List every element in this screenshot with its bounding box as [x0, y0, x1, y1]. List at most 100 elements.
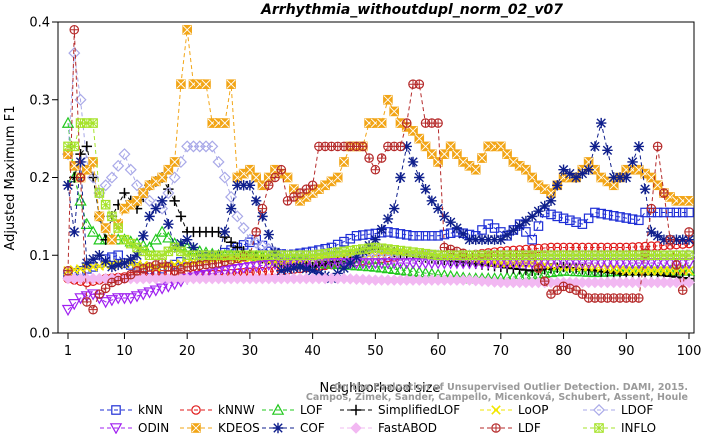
point-lof-k5 — [86, 225, 100, 237]
point-lof-k50 — [369, 260, 382, 272]
point-ldof-k10 — [118, 148, 131, 161]
point-inflo-k52 — [383, 244, 393, 254]
point-ldf-k37 — [289, 192, 299, 202]
point-cof-k28 — [232, 180, 243, 191]
point-fastabod-k100 — [683, 276, 695, 289]
point-knn-k88 — [608, 211, 619, 221]
point-cof-k38 — [294, 261, 306, 273]
point-odin-k30 — [243, 262, 257, 274]
point-ldf-k38 — [295, 188, 305, 198]
point-cof-k3 — [75, 156, 86, 168]
point-kdeos-k53 — [389, 106, 399, 117]
x-tick-label-70: 70 — [493, 344, 510, 359]
point-kdeos-k67 — [477, 153, 487, 163]
point-ldf-k54 — [395, 141, 406, 152]
point-cof-k80 — [558, 164, 569, 175]
legend-marker-lof — [271, 403, 285, 415]
point-cof-k10 — [119, 257, 130, 269]
point-ldf-k32 — [257, 203, 268, 214]
point-knn-k61 — [439, 229, 450, 240]
point-odin-k42 — [318, 258, 332, 270]
point-odin-k8 — [105, 295, 119, 307]
point-cof-k27 — [225, 203, 237, 214]
legend-item-loop: LoOP — [480, 403, 549, 417]
legend-marker-fastabod — [350, 422, 362, 434]
point-kdeos-k15 — [151, 176, 161, 187]
point-simplifiedlof-k27 — [225, 237, 237, 248]
legend-item-knnw: kNNW — [180, 403, 255, 417]
point-ldof-k27 — [225, 190, 238, 203]
point-knn-k56 — [408, 231, 418, 241]
point-kdeos-k44 — [332, 172, 343, 183]
point-cof-k70 — [495, 234, 507, 245]
point-knn-k58 — [420, 231, 431, 241]
point-cof-k11 — [125, 253, 136, 265]
point-simplifiedlof-k18 — [169, 195, 180, 207]
legend-label-ldf: LDF — [518, 421, 541, 434]
point-ldof-k25 — [212, 155, 225, 168]
legend-label-odin: ODIN — [138, 421, 169, 434]
legend-item-ldf: LDF — [480, 421, 541, 434]
point-knn-k100 — [684, 207, 694, 218]
point-inflo-k40 — [307, 250, 318, 261]
point-cof-k86 — [595, 117, 607, 129]
point-lof-k53 — [387, 262, 401, 275]
point-ldf-k40 — [307, 180, 318, 191]
point-inflo-k44 — [332, 247, 343, 257]
point-kdeos-k30 — [245, 164, 255, 175]
point-simplifiedlof-k74 — [520, 264, 532, 276]
point-knn-k57 — [414, 231, 425, 241]
point-cof-k78 — [545, 195, 557, 207]
point-knn-k30 — [245, 237, 255, 248]
point-ldf-k1 — [63, 265, 73, 276]
point-kdeos-k57 — [414, 133, 425, 144]
x-tick-label-90: 90 — [618, 344, 635, 359]
point-odin-k43 — [325, 258, 338, 270]
point-odin-k9 — [111, 293, 125, 305]
point-kdeos-k8 — [107, 234, 117, 245]
point-kdeos-k7 — [100, 223, 111, 233]
point-kdeos-k60 — [433, 157, 443, 167]
legend-label-loop: LoOP — [518, 403, 549, 417]
y-axis-label: Adjusted Maximum F1 — [3, 106, 18, 251]
point-cof-k98 — [671, 234, 682, 245]
point-lof-k49 — [362, 260, 376, 272]
point-knn-k81 — [565, 215, 575, 226]
point-knn-k76 — [533, 221, 544, 231]
point-knn-k85 — [590, 207, 600, 218]
point-cof-k39 — [301, 263, 312, 275]
point-lof-k54 — [394, 263, 407, 275]
x-tick-label-100: 100 — [677, 344, 702, 359]
point-ldof-k9 — [112, 159, 125, 172]
legend-label-simplifiedlof: SimplifiedLOF — [378, 403, 460, 417]
point-odin-k4 — [80, 291, 94, 303]
point-cof-k93 — [639, 183, 651, 195]
point-cof-k32 — [257, 211, 268, 222]
point-cof-k26 — [219, 226, 231, 238]
point-kdeos-k13 — [138, 188, 149, 198]
point-odin-k58 — [419, 258, 432, 270]
point-inflo-k100 — [684, 250, 694, 261]
point-lof-k47 — [350, 259, 363, 271]
point-simplifiedlof-k10 — [119, 187, 130, 199]
legend-marker-loop — [491, 405, 501, 415]
point-kdeos-k23 — [201, 79, 211, 89]
point-knn-k92 — [634, 215, 644, 226]
point-knn-k75 — [527, 234, 537, 245]
x-tick-label-20: 20 — [179, 344, 196, 359]
point-inflo-k50 — [370, 242, 381, 253]
point-odin-k11 — [124, 293, 137, 305]
point-kdeos-k12 — [132, 196, 142, 206]
point-ldof-k14 — [143, 194, 156, 207]
point-cof-k50 — [370, 234, 381, 245]
point-ldf-k5 — [88, 304, 98, 315]
x-tick-label-30: 30 — [242, 344, 259, 359]
point-cof-k5 — [87, 253, 99, 265]
point-cof-k20 — [181, 234, 193, 245]
legend-label-cof: COF — [300, 421, 325, 434]
point-knn-k82 — [571, 217, 581, 228]
point-knn-k53 — [389, 228, 399, 238]
point-cof-k8 — [106, 261, 118, 273]
point-ldof-k5 — [87, 171, 100, 184]
chart-title: Arrhythmia_withoutdupl_norm_02_v07 — [260, 2, 563, 18]
